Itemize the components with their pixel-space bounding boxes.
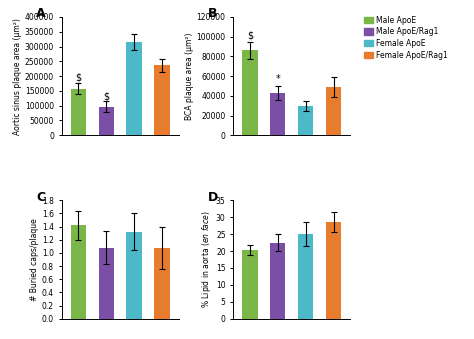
Text: $: $ — [75, 73, 82, 83]
Bar — [127, 232, 142, 319]
Y-axis label: Aortic sinus plaque area (μm²): Aortic sinus plaque area (μm²) — [13, 18, 22, 135]
Bar — [99, 248, 114, 319]
Bar — [326, 222, 341, 319]
Text: $: $ — [247, 31, 253, 41]
Bar — [127, 42, 142, 135]
Bar — [154, 65, 170, 135]
Y-axis label: BCA plaque area (μm²): BCA plaque area (μm²) — [185, 32, 194, 120]
Bar — [326, 87, 341, 135]
Bar — [99, 106, 114, 135]
Text: *: * — [275, 74, 280, 84]
Legend: Male ApoE, Male ApoE/Rag1, Female ApoE, Female ApoE/Rag1: Male ApoE, Male ApoE/Rag1, Female ApoE, … — [364, 15, 449, 60]
Text: $: $ — [103, 91, 109, 101]
Y-axis label: # Buried caps/plaque: # Buried caps/plaque — [30, 218, 39, 301]
Bar — [270, 243, 285, 319]
Text: C: C — [36, 191, 45, 204]
Bar — [298, 106, 313, 135]
Bar — [242, 51, 258, 135]
Bar — [71, 88, 86, 135]
Bar — [298, 234, 313, 319]
Text: A: A — [36, 7, 46, 20]
Y-axis label: % Lipid in aorta ($\it{en\ face}$): % Lipid in aorta ($\it{en\ face}$) — [200, 211, 213, 308]
Text: D: D — [208, 191, 218, 204]
Bar — [242, 251, 258, 319]
Bar — [71, 225, 86, 319]
Bar — [154, 248, 170, 319]
Bar — [270, 93, 285, 135]
Text: B: B — [208, 7, 217, 20]
